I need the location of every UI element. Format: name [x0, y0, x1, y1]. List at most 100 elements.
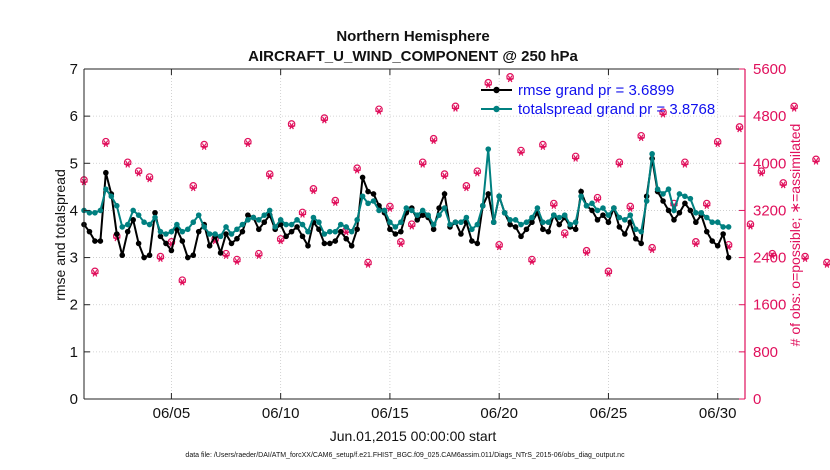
spread-series-point [654, 186, 661, 193]
obs-assimilated-marker [200, 143, 208, 151]
obs-possible-marker [779, 179, 788, 187]
rmse-series-point [387, 226, 393, 233]
obs-assimilated-marker [222, 252, 230, 260]
rmse-series-point [294, 224, 300, 230]
rmse-series-point [693, 219, 699, 226]
obs-possible-marker [626, 202, 635, 211]
obs-assimilated-marker [528, 258, 536, 265]
rmse-series-point [392, 231, 399, 237]
spread-series-point [430, 221, 437, 228]
spread-series-point [594, 207, 601, 214]
rmse-series-point [86, 228, 93, 235]
obs-possible-marker [123, 158, 132, 167]
obs-assimilated-marker [375, 107, 383, 115]
obs-possible-marker [582, 246, 591, 255]
rmse-series-point [540, 226, 546, 233]
spread-series-point [250, 214, 257, 221]
spread-series-point [682, 193, 688, 200]
obs-assimilated-marker [364, 261, 372, 268]
obs-possible-marker [692, 238, 700, 246]
spread-series-point [348, 228, 355, 235]
obs-assimilated-marker [648, 246, 656, 254]
obs-possible-marker [637, 131, 646, 140]
spread-series-point [381, 207, 388, 214]
spread-series-point [698, 209, 705, 216]
spread-series-point [398, 219, 404, 226]
obs-possible-marker [102, 137, 110, 146]
rmse-series-point [616, 224, 623, 230]
spread-series-point [649, 151, 655, 157]
rmse-series-point [348, 242, 355, 249]
rmse-series-point [419, 212, 426, 218]
spread-series-point [119, 224, 126, 230]
spread-series-point [321, 231, 328, 237]
obs-assimilated-marker [495, 243, 503, 251]
rmse-series-point [714, 242, 721, 249]
spread-series-point [551, 212, 557, 218]
rmse-series-point [261, 219, 268, 226]
obs-assimilated-marker [287, 122, 296, 130]
obs-assimilated-marker [266, 172, 274, 180]
spread-series-point [152, 214, 158, 221]
rmse-series-point [327, 240, 333, 247]
rmse-series-point [245, 212, 251, 218]
spread-series-point [206, 231, 213, 237]
obs-possible-marker [823, 258, 830, 267]
x-tick-label: 06/10 [262, 405, 300, 422]
spread-series-point [529, 214, 535, 221]
spread-series-point [671, 207, 677, 214]
rmse-series-point [256, 226, 262, 233]
obs-assimilated-marker [823, 261, 830, 268]
spread-series-point [135, 212, 142, 218]
spread-series-point [414, 212, 421, 218]
obs-possible-marker [593, 193, 602, 202]
obs-assimilated-marker [768, 252, 776, 260]
rmse-series-point [239, 228, 246, 235]
rmse-series-point [660, 198, 666, 204]
rmse-series-point [622, 231, 628, 237]
spread-series-point [316, 219, 322, 226]
spread-series-point [703, 214, 710, 221]
obs-possible-marker [418, 158, 427, 167]
x-axis-label: Jun.01,2015 00:00:00 start [330, 428, 497, 444]
rmse-series-point [578, 188, 584, 195]
obs-assimilated-marker [233, 258, 241, 265]
spread-series-point [299, 221, 306, 228]
spread-series-point [507, 217, 513, 223]
rmse-series-point [354, 226, 360, 233]
chart-title: Northern Hemisphere [336, 28, 489, 45]
spread-series-point [174, 221, 180, 228]
rmse-series-point [458, 231, 464, 237]
spread-series-point [572, 219, 579, 226]
rmse-series-point [665, 207, 672, 214]
rmse-series-point [725, 254, 732, 261]
obs-assimilated-marker [397, 240, 405, 248]
spread-series-point [97, 207, 104, 214]
spread-series-point [643, 198, 650, 204]
spread-series-point [354, 217, 360, 223]
spread-series-point [425, 212, 431, 218]
rmse-series-point [97, 238, 104, 244]
rmse-series-point [299, 233, 306, 240]
spread-series-point [545, 219, 552, 226]
spread-series-point [294, 217, 300, 223]
spread-series-point [441, 205, 448, 211]
obs-assimilated-marker [801, 255, 809, 262]
rmse-series-point [217, 250, 224, 256]
spread-series-point [567, 221, 573, 228]
spread-series-point [256, 217, 262, 223]
obs-assimilated-marker [812, 157, 820, 165]
rmse-series-point [228, 240, 235, 247]
obs-possible-marker [681, 158, 689, 167]
spread-series-point [376, 207, 382, 214]
obs-assimilated-marker [189, 184, 197, 192]
spread-series-point [632, 226, 639, 233]
rmse-series-point [474, 240, 481, 247]
rmse-series-point [234, 235, 240, 242]
y-tick-label: 0 [70, 391, 78, 408]
rmse-series-point [485, 191, 492, 197]
obs-possible-marker [746, 220, 755, 228]
data-file-footnote: data file: /Users/raeder/DAI/ATM_forcXX/… [185, 452, 625, 459]
spread-series-point [277, 217, 284, 223]
obs-possible-marker [735, 123, 744, 131]
